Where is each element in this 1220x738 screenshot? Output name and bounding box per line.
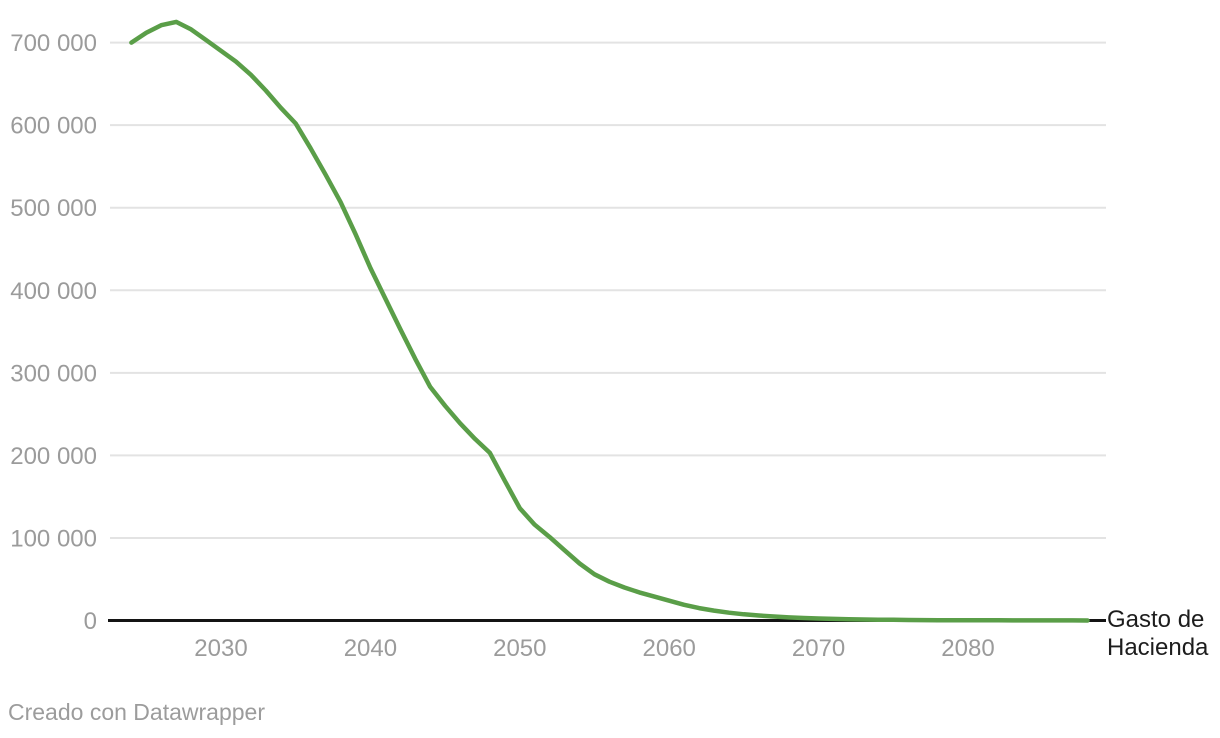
y-tick-label: 400 000	[10, 278, 97, 305]
series-line	[129, 19, 1090, 623]
y-tick-label: 300 000	[10, 360, 97, 387]
credit-text: Creado con Datawrapper	[8, 699, 265, 725]
y-tick-label: 600 000	[10, 113, 97, 140]
y-tick-label: 100 000	[10, 525, 97, 552]
x-tick-labels: 2030 2040 2050 2060 2070 2080	[194, 635, 994, 662]
series-end-label: Gasto de Hacienda	[1107, 606, 1209, 661]
x-tick-label: 2080	[941, 635, 994, 662]
y-tick-label: 500 000	[10, 195, 97, 222]
x-tick-label: 2060	[643, 635, 696, 662]
y-tick-labels: 0 100 000 200 000 300 000 400 000 500 000 600 …	[10, 30, 97, 635]
x-tick-label: 2050	[493, 635, 546, 662]
x-tick-label: 2030	[194, 635, 247, 662]
y-tick-label: 200 000	[10, 443, 97, 470]
x-tick-label: 2070	[792, 635, 845, 662]
y-tick-label: 700 000	[10, 30, 97, 57]
x-tick-label: 2040	[344, 635, 397, 662]
y-gridlines	[110, 41, 1106, 539]
credit-footer: Creado con Datawrapper	[8, 699, 265, 726]
y-tick-label: 0	[84, 608, 97, 635]
